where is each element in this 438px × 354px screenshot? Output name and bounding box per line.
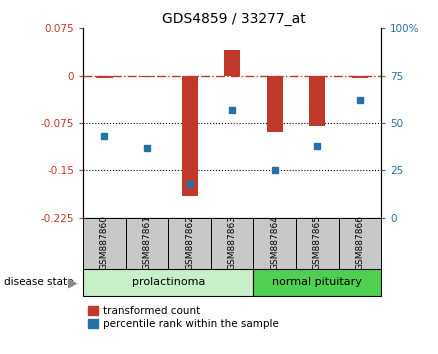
Text: GSM887862: GSM887862	[185, 215, 194, 270]
Text: GSM887860: GSM887860	[100, 215, 109, 270]
Bar	[352, 76, 368, 78]
Bar	[83, 269, 254, 296]
Text: GSM887864: GSM887864	[270, 215, 279, 270]
Bar	[254, 218, 296, 269]
Legend: transformed count, percentile rank within the sample: transformed count, percentile rank withi…	[88, 306, 279, 329]
Bar	[96, 76, 113, 78]
Bar	[126, 218, 168, 269]
Bar	[267, 76, 283, 132]
Bar	[254, 269, 381, 296]
Text: normal pituitary: normal pituitary	[272, 277, 362, 287]
Bar	[309, 76, 325, 126]
Text: prolactinoma: prolactinoma	[132, 277, 205, 287]
Text: GSM887863: GSM887863	[228, 215, 237, 270]
Bar	[211, 218, 254, 269]
Bar	[224, 50, 240, 76]
Bar	[139, 76, 155, 77]
Text: GSM887866: GSM887866	[355, 215, 364, 270]
Bar	[339, 218, 381, 269]
Text: GSM887865: GSM887865	[313, 215, 322, 270]
Text: disease state: disease state	[4, 278, 74, 287]
Bar	[181, 76, 198, 196]
Text: GDS4859 / 33277_at: GDS4859 / 33277_at	[162, 12, 306, 27]
Text: GSM887861: GSM887861	[142, 215, 152, 270]
Bar	[168, 218, 211, 269]
Bar	[83, 218, 126, 269]
Text: ▶: ▶	[68, 276, 78, 289]
Bar	[296, 218, 339, 269]
